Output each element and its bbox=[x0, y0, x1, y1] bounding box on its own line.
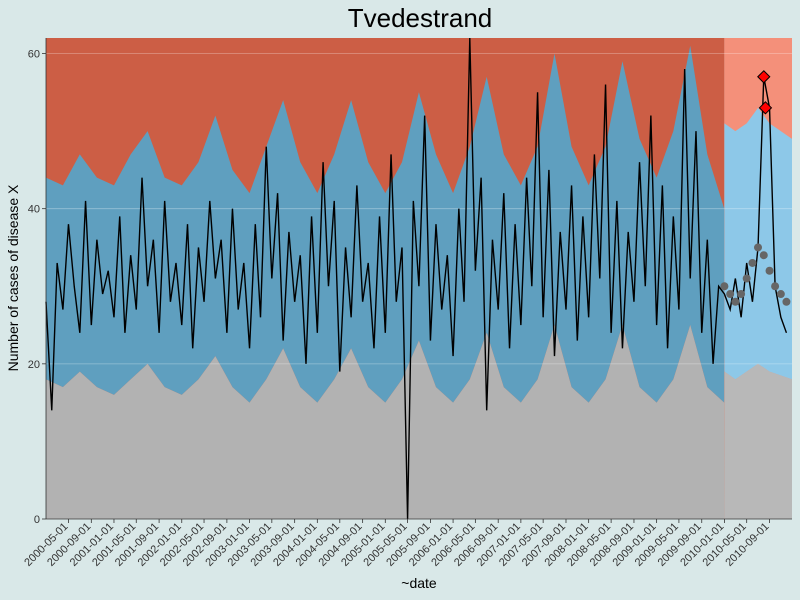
forecast-low-zone bbox=[724, 363, 792, 519]
y-axis: 0 20 40 60 bbox=[28, 38, 47, 526]
forecast-point bbox=[776, 290, 785, 299]
forecast-point bbox=[759, 251, 768, 260]
y-tick-label: 20 bbox=[28, 359, 40, 371]
y-tick-label: 60 bbox=[28, 49, 40, 61]
forecast-point bbox=[765, 266, 774, 275]
forecast-point bbox=[748, 258, 757, 267]
plot-area bbox=[45, 37, 792, 520]
forecast-point bbox=[742, 274, 751, 283]
forecast-point bbox=[771, 282, 780, 291]
y-axis-title: Number of cases of disease X bbox=[5, 184, 21, 371]
forecast-point bbox=[726, 290, 735, 299]
x-axis-title: ~date bbox=[401, 575, 437, 591]
low-zone bbox=[46, 325, 725, 519]
normal-zone bbox=[46, 45, 725, 403]
y-tick-label: 0 bbox=[34, 514, 40, 526]
chart-title: Tvedestrand bbox=[348, 3, 493, 33]
forecast-point bbox=[782, 297, 791, 306]
forecast-point bbox=[754, 243, 763, 252]
forecast-point bbox=[720, 282, 729, 291]
observed-cases-line bbox=[45, 37, 788, 520]
forecast-point bbox=[737, 290, 746, 299]
alert-marker bbox=[758, 101, 773, 115]
alert-marker bbox=[757, 70, 771, 84]
forecast-point bbox=[731, 297, 740, 306]
y-tick-label: 40 bbox=[28, 204, 40, 216]
